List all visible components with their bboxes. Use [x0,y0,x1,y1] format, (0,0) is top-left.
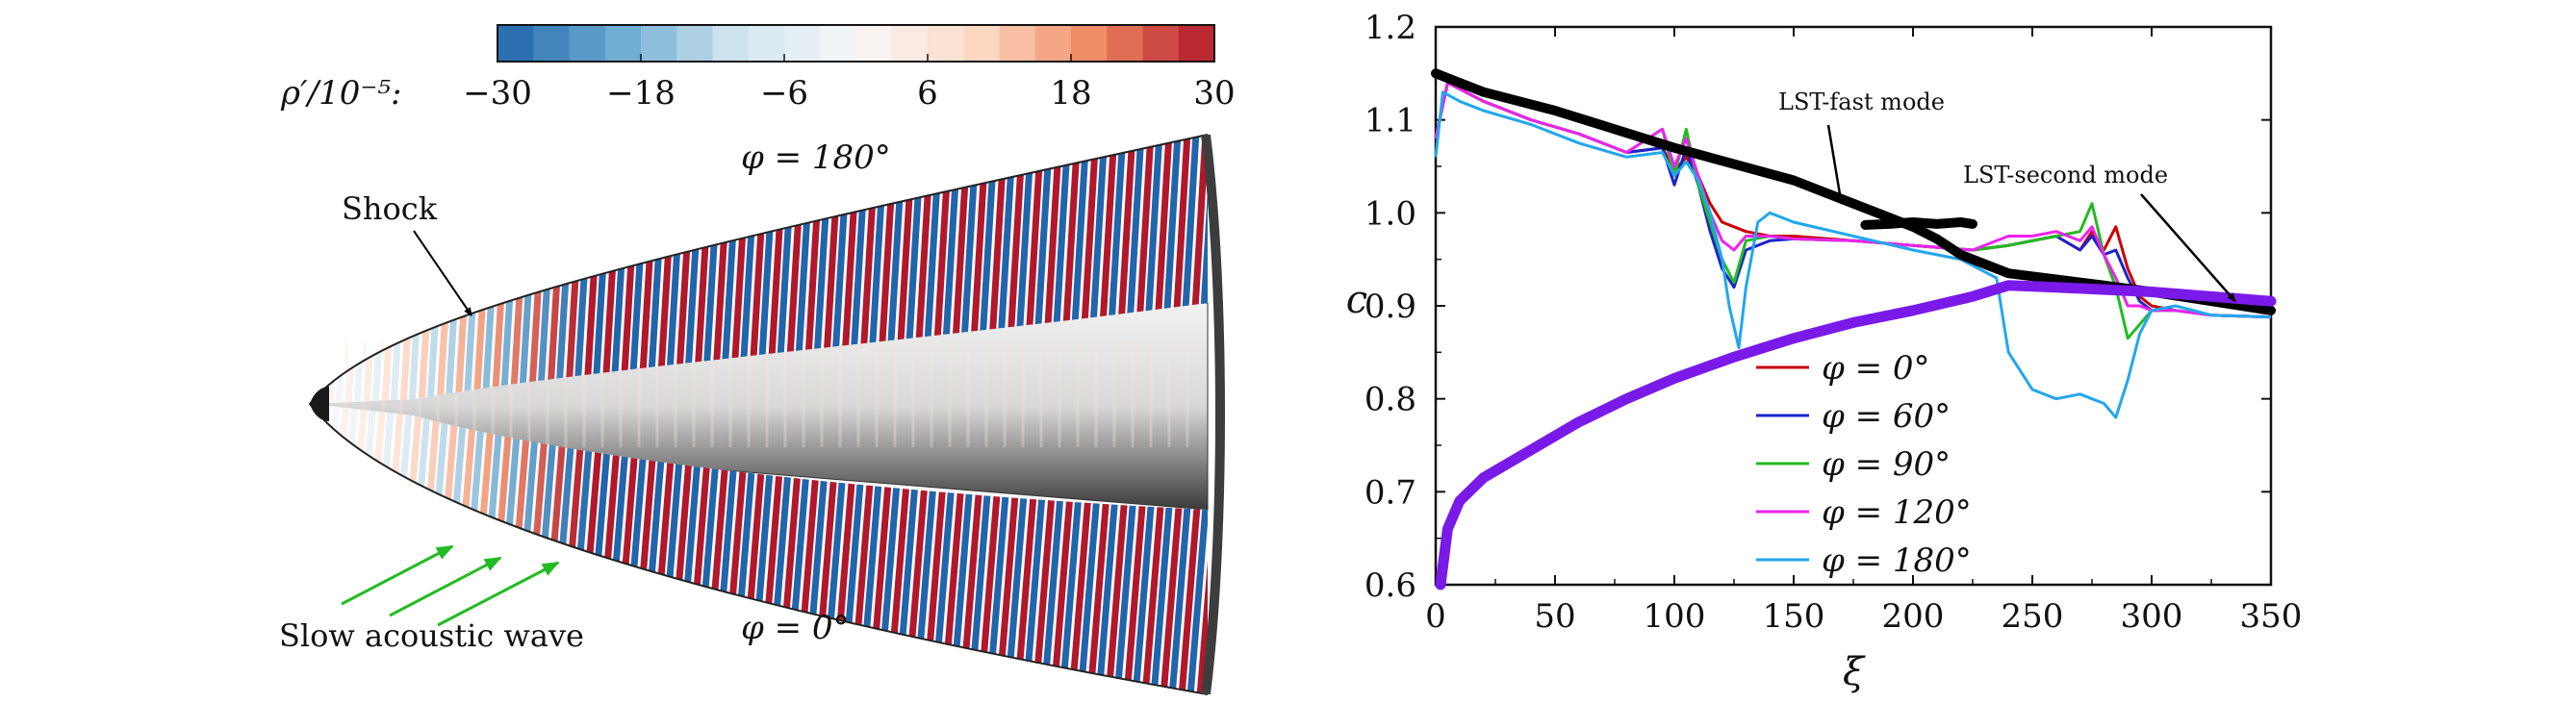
x-tick-label: 50 [1534,597,1575,636]
legend-label: φ = 180° [1822,541,1972,580]
colorbar-cells [497,25,1215,62]
nose-tip [310,387,329,421]
colorbar-frame [497,24,1215,63]
annotation-second-label: LST-second mode [1963,162,2168,189]
legend: φ = 0° φ = 60° φ = 90° φ = 120° φ = 180° [1756,349,1972,580]
slow-wave-label: Slow acoustic wave [279,617,584,654]
lst-curve-1 [1860,217,1977,230]
y-tick-label: 0.8 [1365,381,1416,419]
lst-layer [1431,68,2277,591]
left-panel: ρ′/10⁻⁵: −30 −18 −6 6 18 30 φ = 180° [279,24,1236,695]
colorbar-cell [533,25,571,62]
colorbar-cell [891,25,929,62]
colorbar-cell [1178,25,1215,62]
y-axis-label: c [1346,278,1367,322]
colorbar-cell [569,25,606,62]
legend-label: φ = 120° [1822,493,1972,532]
x-tick-label: 100 [1644,597,1706,636]
annotation-fast-label: LST-fast mode [1778,88,1945,115]
colorbar-cell [820,25,857,62]
series-line-4 [1434,90,2272,419]
shock-arrow [413,230,472,316]
colorbar-label: ρ′/10⁻⁵: [280,74,401,113]
x-tick-label: 300 [2121,597,2183,636]
slow-wave-arrow [389,556,502,617]
colorbar-tick-label: −30 [463,74,532,113]
x-tick-label: 150 [1763,597,1825,636]
colorbar-cell [676,25,714,62]
shock-label: Shock [342,190,438,227]
x-tick-label: 350 [2240,597,2303,636]
y-tick-label: 1.0 [1365,194,1416,233]
x-tick-label: 250 [2002,597,2064,636]
legend-label: φ = 60° [1822,397,1951,436]
legend-label: φ = 0° [1822,349,1930,388]
annotation-second-arrow [2140,193,2236,302]
annotation-second: LST-second mode [1963,162,2236,302]
colorbar-cell [855,25,893,62]
slow-wave-arrows [341,544,560,627]
y-tick-label: 0.6 [1365,566,1416,605]
annotation-fast-arrow [1826,124,1845,205]
y-ticks: 0.6 0.7 0.8 0.9 1.0 1.1 1.2 [1365,9,2271,605]
y-tick-label: 0.7 [1365,473,1416,512]
colorbar-tick-label: 18 [1050,74,1091,113]
colorbar-cell [1107,25,1144,62]
chart: 0 50 100 150 200 250 300 350 0.6 0.7 0.8 0.9 1.0 1.1… [1346,9,2303,694]
phi-bottom-label: φ = 0° [741,609,850,647]
colorbar-tick-label: 6 [917,74,938,113]
colorbar-cell [497,25,534,62]
phi-top-label: φ = 180° [741,138,891,177]
colorbar-tick-label: 30 [1193,74,1235,113]
colorbar-ticks: −30 −18 −6 6 18 30 [463,54,1236,113]
colorbar-cell [712,25,750,62]
colorbar-tick-label: −6 [760,74,808,113]
x-axis-label: ξ [1843,650,1866,694]
legend-label: φ = 90° [1822,445,1951,484]
colorbar-cell [1034,25,1072,62]
annotation-fast: LST-fast mode [1778,88,1945,205]
colorbar-tick-label: −18 [606,74,676,113]
colorbar-cell [999,25,1036,62]
colorbar-cell [1142,25,1180,62]
y-tick-label: 1.1 [1365,102,1416,140]
colorbar-cell [784,25,821,62]
colorbar: −30 −18 −6 6 18 30 [463,24,1236,113]
colorbar-cell [604,25,642,62]
colorbar-cell [641,25,677,62]
y-tick-label: 1.2 [1365,9,1416,47]
colorbar-cell [928,25,964,62]
series-line-3 [1434,81,2272,319]
slow-wave-arrow [437,561,560,627]
colorbar-cell [1071,25,1108,62]
x-tick-label: 200 [1882,597,1945,636]
colorbar-cell [748,25,785,62]
cone-base [1201,135,1225,694]
colorbar-cell [963,25,1001,62]
x-tick-label: 0 [1425,597,1446,636]
x-ticks: 0 50 100 150 200 250 300 350 [1425,27,2302,636]
series-layer [1434,81,2272,419]
lst-curve-2 [1435,280,2277,591]
y-tick-label: 0.9 [1365,288,1416,326]
slow-wave-arrow [341,544,454,606]
